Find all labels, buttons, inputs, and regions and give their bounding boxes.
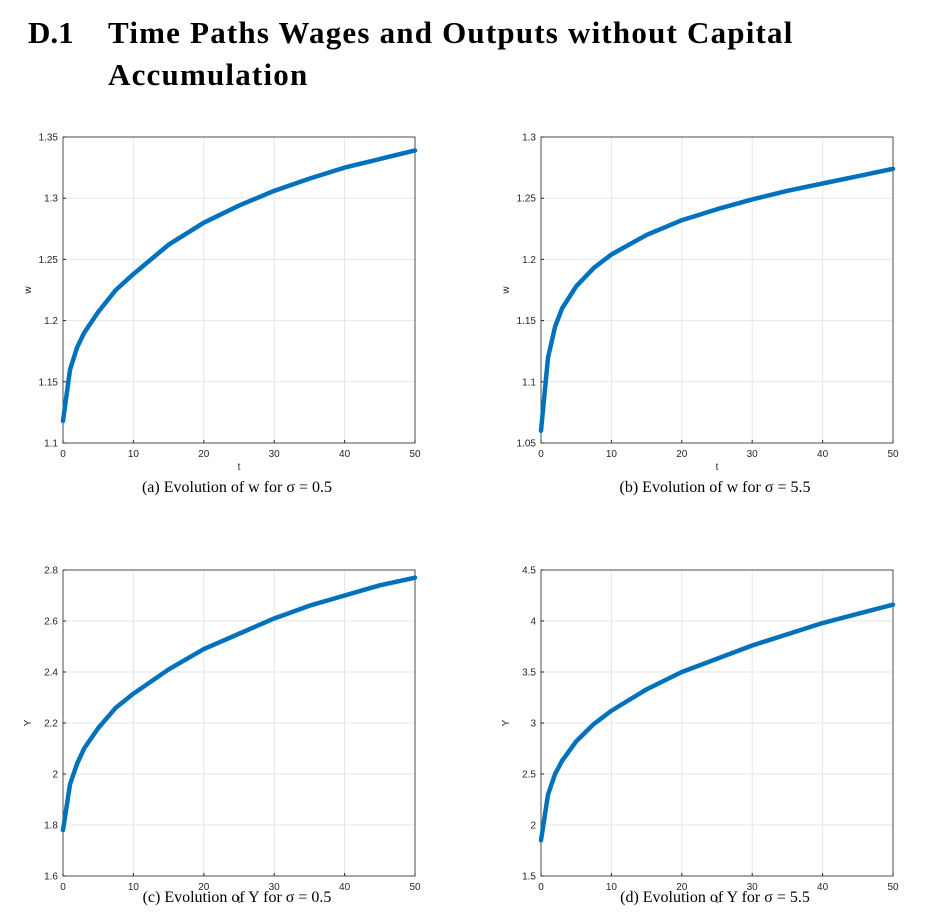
y-axis-label: Y [23,719,34,726]
y-tick-label: 1.25 [517,194,537,205]
x-tick-label: 20 [676,882,688,893]
y-tick-label: 1.3 [44,194,58,205]
data-line [60,148,418,424]
y-tick-label: 3 [530,719,536,730]
x-tick-label: 0 [538,882,544,893]
y-axis-label: w [501,286,512,295]
data-line [538,166,896,434]
y-tick-label: 2.4 [44,668,58,679]
x-tick-label: 50 [409,449,421,460]
axes-box [540,569,894,877]
x-tick-label: 10 [128,882,140,893]
x-tick-label: 50 [887,882,899,893]
section-heading: D.1 Time Paths Wages and Outputs without… [28,12,928,96]
y-tick-label: 1.6 [44,872,58,883]
caption: (a) Evolution of w for σ = 0.5 [142,479,332,496]
y-tick-label: 2 [52,770,58,781]
x-tick-label: 0 [538,449,544,460]
x-tick-label: 30 [747,449,759,460]
y-tick-label: 1.15 [39,377,59,388]
x-tick-label: 10 [128,449,140,460]
y-tick-label: 1.05 [517,439,537,450]
x-tick-label: 30 [747,882,759,893]
x-tick-label: 10 [606,882,618,893]
data-line [60,575,418,833]
x-axis-label: t [238,895,241,906]
y-tick-label: 4.5 [522,566,536,577]
y-axis-label: Y [501,719,512,726]
y-tick-label: 1.15 [517,316,537,327]
y-tick-label: 1.1 [522,377,536,388]
x-tick-label: 50 [409,882,421,893]
axes-box [540,136,894,444]
x-tick-label: 40 [339,449,351,460]
axes-box [62,569,416,877]
caption: (b) Evolution of w for σ = 5.5 [620,479,811,496]
x-axis-label: t [238,462,241,473]
x-tick-label: 50 [887,449,899,460]
caption: (d) Evolution of Y for σ = 5.5 [620,889,810,906]
x-axis-label: t [716,462,719,473]
y-tick-label: 2.6 [44,617,58,628]
y-tick-label: 2.8 [44,566,58,577]
data-line [538,602,896,843]
axes-box [62,136,416,444]
y-tick-label: 1.2 [522,255,536,266]
y-tick-label: 1.8 [44,821,58,832]
x-tick-label: 40 [817,882,829,893]
y-tick-label: 1.1 [44,439,58,450]
x-tick-label: 0 [60,882,66,893]
y-axis-label: w [23,286,34,295]
y-tick-label: 1.3 [522,133,536,144]
y-tick-label: 2.5 [522,770,536,781]
y-tick-label: 2.2 [44,719,58,730]
y-tick-label: 1.2 [44,316,58,327]
x-tick-label: 30 [269,882,281,893]
x-tick-label: 20 [676,449,688,460]
x-tick-label: 40 [817,449,829,460]
y-tick-label: 1.35 [39,133,59,144]
plot-area [541,137,893,443]
x-axis-label: t [716,895,719,906]
x-tick-label: 10 [606,449,618,460]
y-tick-label: 1.25 [39,255,59,266]
x-tick-label: 0 [60,449,66,460]
section-title: Time Paths Wages and Outputs without Cap… [108,15,794,92]
x-tick-label: 30 [269,449,281,460]
x-tick-label: 40 [339,882,351,893]
y-tick-label: 3.5 [522,668,536,679]
section-number: D.1 [28,15,74,50]
caption: (c) Evolution of Y for σ = 0.5 [143,889,332,906]
y-tick-label: 2 [530,821,536,832]
x-tick-label: 20 [198,449,210,460]
x-tick-label: 20 [198,882,210,893]
plot-area [63,137,415,443]
y-tick-label: 4 [530,617,536,628]
y-tick-label: 1.5 [522,872,536,883]
